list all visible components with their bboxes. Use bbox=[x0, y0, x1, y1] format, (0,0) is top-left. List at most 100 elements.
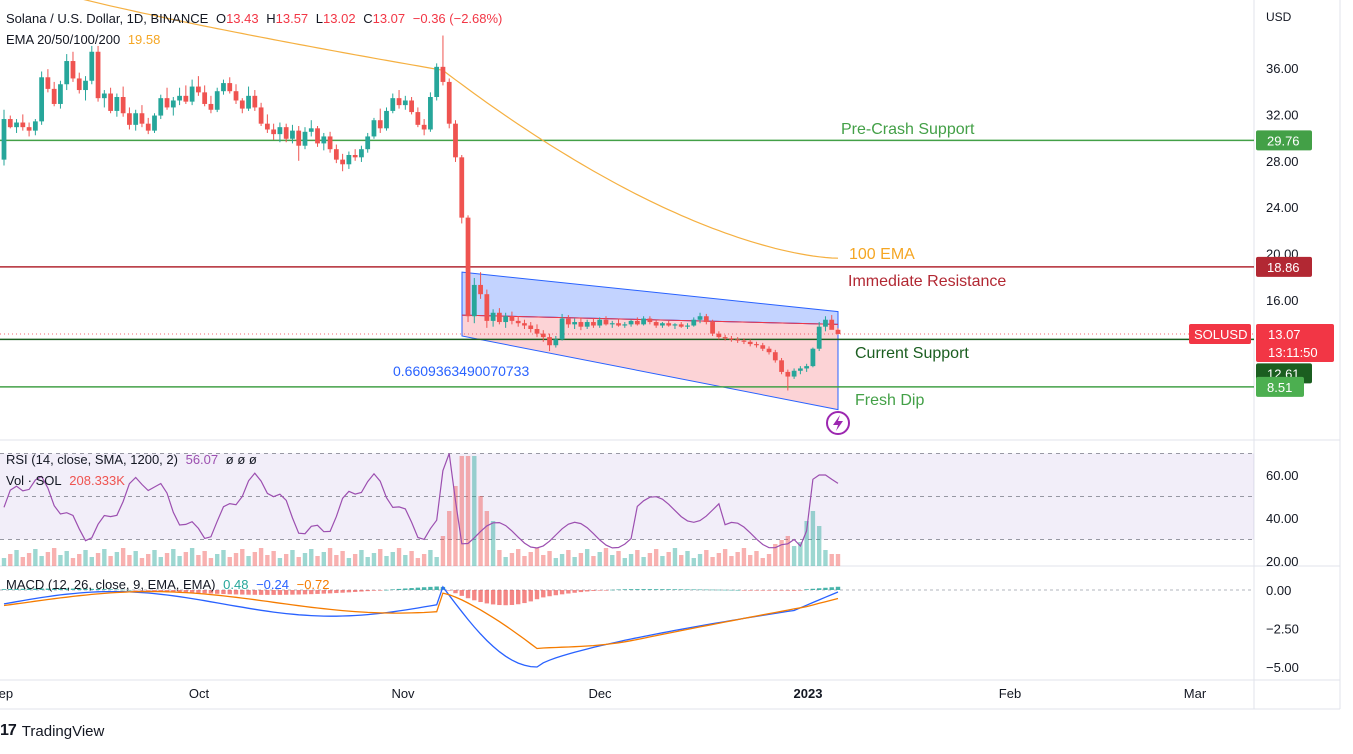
volume-bar bbox=[735, 552, 740, 566]
candle-body bbox=[434, 66, 440, 97]
candle-body bbox=[760, 345, 766, 349]
macd-hist-bar bbox=[371, 590, 377, 591]
rsi-label[interactable]: RSI (14, close, SMA, 1200, 2) bbox=[6, 452, 178, 467]
volume-bar bbox=[729, 556, 734, 566]
macd-hist-bar bbox=[823, 587, 828, 590]
macd-hist-bar bbox=[26, 588, 32, 590]
volume-bar bbox=[315, 556, 320, 566]
last-price-tag-bg bbox=[1256, 323, 1334, 362]
price-axis-tick: 28.00 bbox=[1266, 154, 1299, 169]
candle-body bbox=[32, 121, 38, 131]
volume-bar bbox=[490, 521, 496, 566]
candle-body bbox=[691, 319, 697, 326]
candle-body bbox=[515, 320, 521, 324]
volume-bar bbox=[779, 540, 784, 566]
macd-hist-bar bbox=[114, 589, 120, 591]
change-value: −0.36 (−2.68%) bbox=[412, 11, 503, 26]
symbol-title[interactable]: Solana / U.S. Dollar, 1D, BINANCE bbox=[6, 11, 209, 26]
macd-hist-bar bbox=[277, 590, 283, 595]
candle-body bbox=[246, 95, 251, 109]
macd-hist-bar bbox=[196, 590, 201, 594]
macd-hist-bar bbox=[315, 590, 320, 594]
volume-bar bbox=[409, 551, 414, 566]
symbol-tag: SOLUSD bbox=[1194, 327, 1247, 342]
volume-bar bbox=[509, 553, 515, 566]
macd-hist-bar bbox=[516, 590, 521, 605]
candle-body bbox=[183, 95, 189, 102]
candle-body bbox=[45, 77, 51, 89]
macd-hist-bar bbox=[39, 588, 44, 590]
volume-bar bbox=[816, 526, 822, 566]
candle-body bbox=[578, 322, 584, 327]
volume-bar bbox=[823, 550, 828, 566]
rsi-axis-tick: 60.00 bbox=[1266, 468, 1299, 483]
macd-line bbox=[3, 585, 839, 668]
candle-body bbox=[58, 84, 63, 104]
candle-body bbox=[252, 95, 258, 108]
macd-hist-bar bbox=[478, 590, 483, 603]
macd-hist-bar bbox=[798, 590, 803, 591]
macd-hist-bar bbox=[384, 589, 389, 591]
ema-label[interactable]: EMA 20/50/100/200 bbox=[6, 32, 121, 47]
volume-bar bbox=[741, 548, 747, 566]
macd-hist-bar bbox=[415, 587, 421, 590]
candle-body bbox=[509, 316, 515, 321]
volume-bar bbox=[108, 556, 113, 566]
volume-bar bbox=[835, 554, 841, 566]
candle-body bbox=[20, 122, 26, 128]
close-value: 13.07 bbox=[372, 11, 406, 26]
macd-hist-bar bbox=[290, 590, 295, 595]
macd-hist-bar bbox=[490, 590, 496, 605]
candle-body bbox=[302, 131, 308, 146]
candles bbox=[1, 35, 841, 391]
volume-bar bbox=[26, 553, 32, 566]
macd-hist-bar bbox=[735, 589, 740, 591]
volume-bar bbox=[296, 557, 301, 566]
macd-hist-bar bbox=[509, 590, 515, 605]
volume-bar bbox=[265, 555, 270, 566]
candle-body bbox=[453, 123, 458, 158]
candle-body bbox=[835, 329, 841, 334]
macd-label[interactable]: MACD (12, 26, close, 9, EMA, EMA) bbox=[6, 577, 216, 592]
candle-body bbox=[547, 337, 552, 346]
macd-hist-bar bbox=[566, 590, 571, 594]
macd-hist-bar bbox=[321, 590, 326, 594]
macd-hist-bar bbox=[472, 590, 477, 601]
candle-body bbox=[816, 326, 822, 349]
macd-hist-bar bbox=[503, 590, 508, 606]
volume-bar bbox=[641, 557, 646, 566]
price-axis-unit: USD bbox=[1266, 10, 1292, 24]
macd-hist-bar bbox=[378, 590, 383, 591]
signal-value: −0.72 bbox=[296, 577, 330, 592]
pre-crash-price-tag-bg bbox=[1256, 130, 1312, 151]
candle-body bbox=[534, 329, 540, 334]
volume-bar bbox=[359, 550, 364, 566]
macd-hist-bar bbox=[183, 590, 189, 593]
macd-hist-bar bbox=[152, 590, 157, 592]
volume-bar bbox=[396, 548, 402, 566]
candle-body bbox=[628, 320, 634, 325]
volume-bar bbox=[39, 556, 44, 566]
volume-bar bbox=[666, 552, 671, 566]
volume-bar bbox=[484, 511, 490, 566]
candle-body bbox=[39, 77, 45, 122]
fresh-dip-label: Fresh Dip bbox=[855, 392, 924, 409]
macd-hist-bar bbox=[164, 590, 170, 592]
candle-body bbox=[196, 86, 201, 93]
candle-body bbox=[277, 127, 283, 135]
signal-line bbox=[3, 590, 839, 650]
macd-hist-bar bbox=[127, 589, 132, 591]
volume-bar bbox=[95, 553, 101, 566]
macd-hist-bar bbox=[691, 589, 696, 591]
candle-body bbox=[233, 91, 239, 101]
volume-bar bbox=[440, 536, 446, 566]
macd-hist-bar bbox=[610, 589, 615, 591]
macd-hist-bar bbox=[221, 590, 226, 595]
price-axis-tick: 24.00 bbox=[1266, 200, 1299, 215]
tradingview-logo[interactable]: 17 TradingView bbox=[0, 722, 104, 740]
close-label: C bbox=[363, 11, 373, 26]
vol-label[interactable]: Vol · SOL bbox=[6, 473, 62, 488]
macd-hist-bar bbox=[547, 590, 552, 597]
volume-bar bbox=[127, 555, 132, 566]
